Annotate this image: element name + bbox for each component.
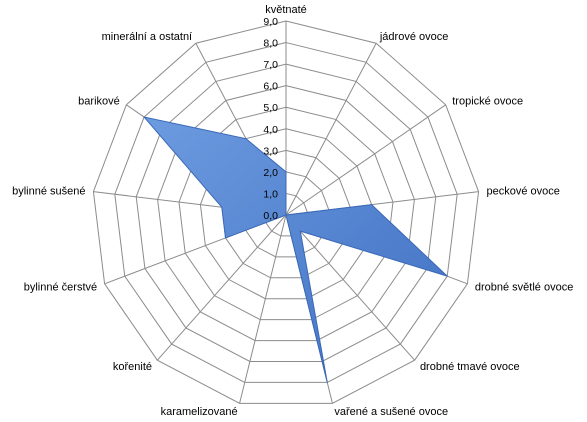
tick-label: 0,0 xyxy=(263,210,278,222)
category-label: karamelizované xyxy=(161,406,238,418)
grid-spoke xyxy=(239,214,287,404)
grid-ring xyxy=(135,63,437,363)
tick-label: 7,0 xyxy=(263,59,278,71)
category-label: peckové ovoce xyxy=(487,186,560,198)
data-point xyxy=(446,275,448,277)
category-label: drobné světlé ovoce xyxy=(475,282,573,294)
data-point xyxy=(371,204,373,206)
category-label: vařené a sušené ovoce xyxy=(334,406,448,418)
category-label: jádrové ovoce xyxy=(379,31,449,43)
grid-spoke xyxy=(285,42,377,216)
tick-label: 2,0 xyxy=(263,167,278,179)
category-label: květnaté xyxy=(265,4,307,16)
data-point xyxy=(245,138,247,140)
data-point xyxy=(299,230,301,232)
tick-label: 9,0 xyxy=(263,16,278,28)
grid-spoke xyxy=(285,214,416,361)
series-layer xyxy=(142,116,448,383)
grid-spoke xyxy=(285,104,446,216)
category-label: tropické ovoce xyxy=(452,95,523,107)
data-point xyxy=(143,116,145,118)
grid-ring xyxy=(92,20,480,404)
data-point xyxy=(225,237,227,239)
category-label: bylinné sušené xyxy=(12,186,85,198)
category-label: kořenité xyxy=(113,361,152,373)
tick-labels: 0,0 1,0 2,0 3,0 4,0 5,0 6,0 7,0 8,0 9,0 xyxy=(263,16,278,222)
category-labels: květnaté jádrové ovoce tropické ovoce pecko… xyxy=(12,4,573,418)
tick-label: 6,0 xyxy=(263,81,278,93)
tick-label: 3,0 xyxy=(263,145,278,157)
tick-label: 8,0 xyxy=(263,38,278,50)
category-label: drobné tmavé ovoce xyxy=(420,361,520,373)
grid-spoke xyxy=(156,214,287,361)
category-label: bylinné čerstvé xyxy=(24,282,97,294)
data-point xyxy=(221,206,223,208)
data-point xyxy=(285,171,287,173)
series-area xyxy=(142,116,448,383)
data-point xyxy=(326,381,328,383)
tick-label: 5,0 xyxy=(263,102,278,114)
category-label: minerální a ostatní xyxy=(102,31,193,43)
tick-label: 1,0 xyxy=(263,188,278,200)
category-label: barikové xyxy=(78,95,120,107)
grid-ring xyxy=(114,42,458,383)
tick-label: 4,0 xyxy=(263,124,278,136)
data-point xyxy=(285,214,287,216)
